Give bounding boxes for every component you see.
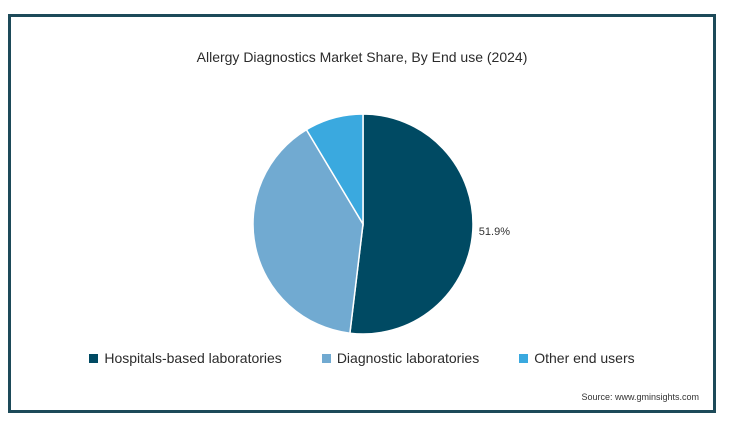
legend-swatch-hospitals	[89, 353, 99, 363]
legend-item-other: Other end users	[519, 350, 635, 366]
legend-label-other: Other end users	[534, 350, 635, 366]
legend-swatch-other	[519, 353, 529, 363]
slice-label-0: 51.9%	[479, 226, 510, 238]
pie-slice-1	[252, 128, 364, 335]
pie-slice-2	[305, 113, 364, 227]
legend-label-diagnostic: Diagnostic laboratories	[336, 350, 480, 366]
pie-chart: 51.9%	[252, 113, 510, 335]
pie-slice-0	[349, 113, 474, 335]
legend-item-hospitals: Hospitals-based laboratories	[89, 350, 282, 366]
legend-item-diagnostic: Diagnostic laboratories	[321, 350, 480, 366]
legend: Hospitals-based laboratories Diagnostic …	[11, 350, 713, 366]
source-credit: Source: www.gminsights.com	[581, 392, 699, 402]
chart-frame: Allergy Diagnostics Market Share, By End…	[8, 14, 716, 413]
legend-label-hospitals: Hospitals-based laboratories	[104, 350, 282, 366]
legend-swatch-diagnostic	[321, 353, 331, 363]
chart-title: Allergy Diagnostics Market Share, By End…	[196, 49, 528, 65]
